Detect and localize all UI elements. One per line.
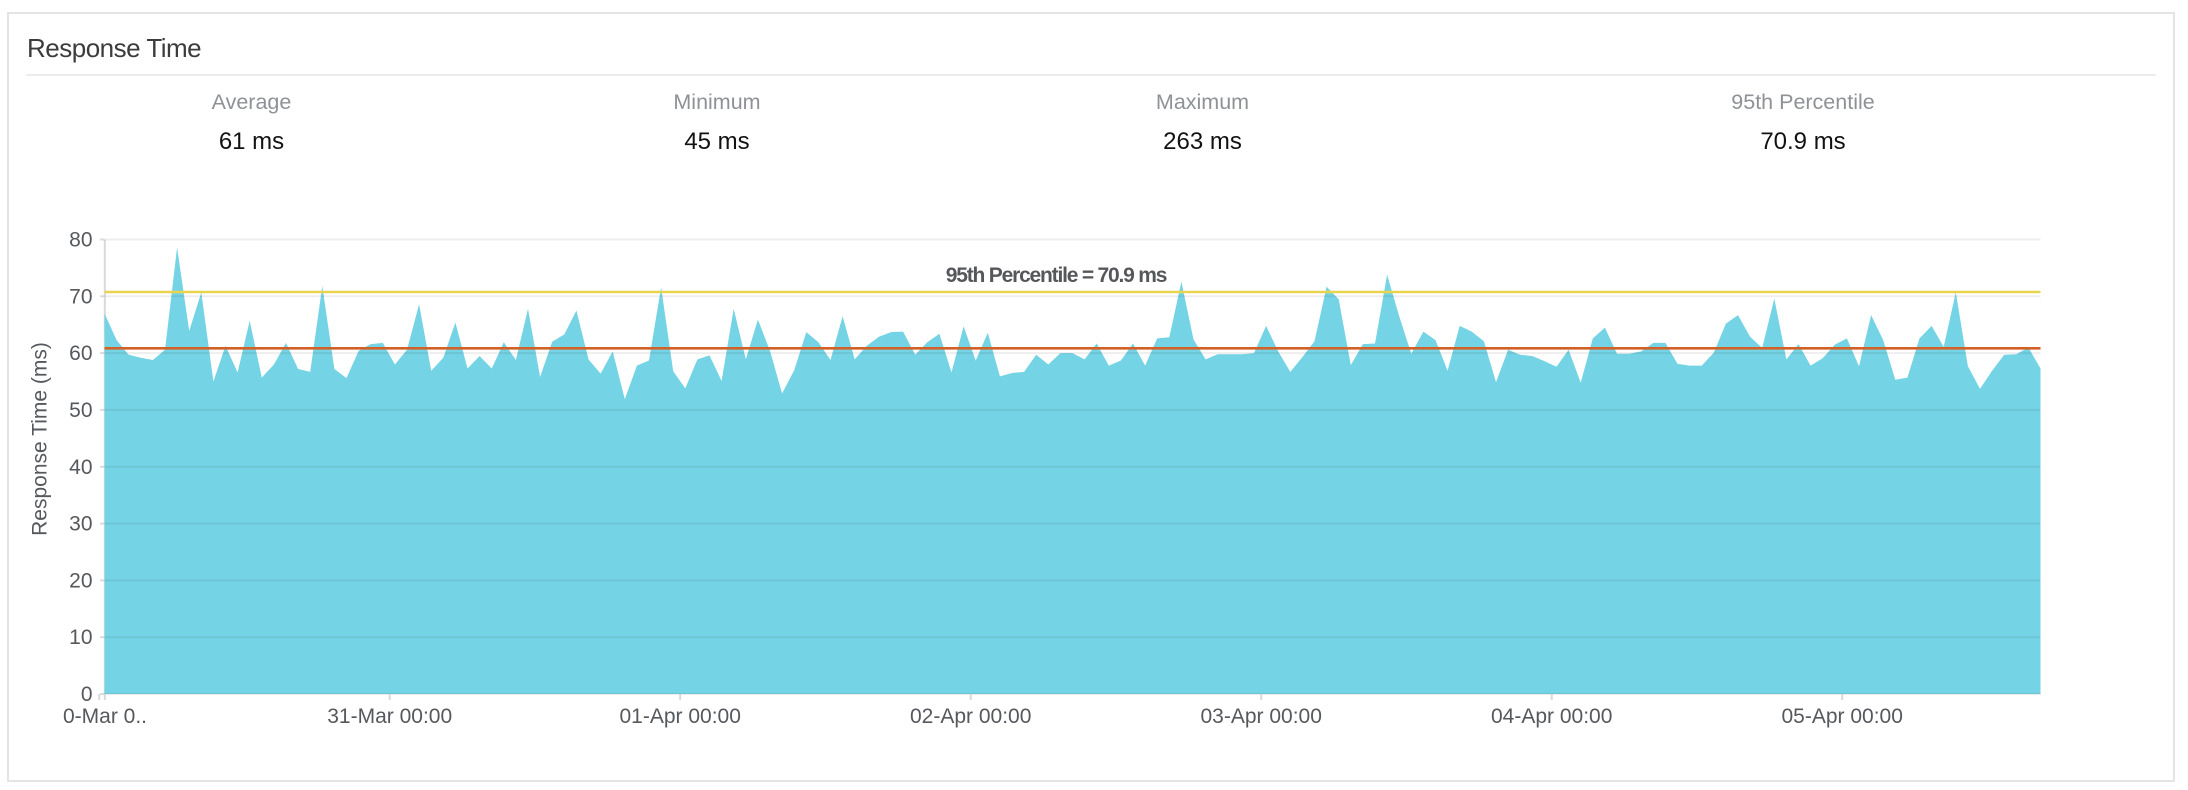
svg-text:95th Percentile = 70.9 ms: 95th Percentile = 70.9 ms	[946, 264, 1167, 287]
svg-text:0: 0	[81, 683, 93, 706]
svg-text:Response Time: Response Time	[27, 33, 201, 63]
svg-text:10: 10	[69, 626, 92, 649]
svg-text:70: 70	[69, 285, 92, 308]
svg-text:50: 50	[69, 399, 92, 422]
svg-text:02-Apr 00:00: 02-Apr 00:00	[910, 705, 1031, 728]
svg-text:60: 60	[69, 342, 92, 365]
svg-text:31-Mar 00:00: 31-Mar 00:00	[327, 705, 452, 728]
svg-text:Response Time (ms): Response Time (ms)	[29, 342, 52, 536]
svg-text:95th Percentile: 95th Percentile	[1731, 90, 1874, 114]
svg-text:61 ms: 61 ms	[219, 128, 284, 155]
svg-text:263 ms: 263 ms	[1163, 128, 1242, 155]
svg-text:0-Mar 0..: 0-Mar 0..	[63, 705, 147, 728]
svg-text:70.9 ms: 70.9 ms	[1760, 128, 1845, 155]
svg-text:04-Apr 00:00: 04-Apr 00:00	[1491, 705, 1612, 728]
svg-text:01-Apr 00:00: 01-Apr 00:00	[619, 705, 740, 728]
svg-text:Minimum: Minimum	[673, 90, 760, 114]
svg-text:Average: Average	[212, 90, 292, 114]
svg-text:Maximum: Maximum	[1156, 90, 1249, 114]
svg-text:20: 20	[69, 569, 92, 592]
svg-text:03-Apr 00:00: 03-Apr 00:00	[1200, 705, 1321, 728]
svg-text:45 ms: 45 ms	[684, 128, 749, 155]
svg-text:80: 80	[69, 229, 92, 252]
svg-text:05-Apr 00:00: 05-Apr 00:00	[1781, 705, 1902, 728]
svg-text:30: 30	[69, 513, 92, 536]
svg-text:40: 40	[69, 456, 92, 479]
